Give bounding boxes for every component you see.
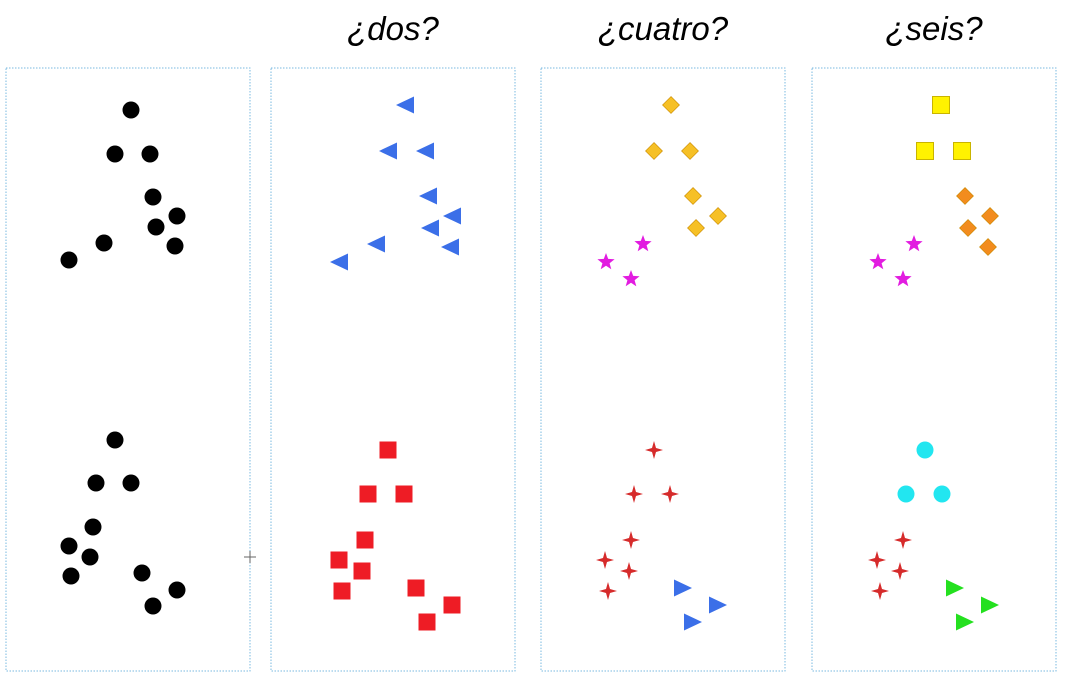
circle-icon: [168, 207, 186, 225]
triangle-left-icon: [441, 238, 459, 256]
circle-icon: [62, 567, 80, 585]
diamond-icon: [662, 96, 680, 114]
circle-icon: [95, 234, 113, 252]
square-icon: [395, 485, 413, 503]
triangle-left-icon: [367, 235, 385, 253]
triangle-right-icon: [956, 613, 974, 631]
circle-icon: [87, 474, 105, 492]
square-icon: [443, 596, 461, 614]
square-icon: [418, 613, 436, 631]
diamond-icon: [684, 187, 702, 205]
triangle-left-icon: [396, 96, 414, 114]
diamond-icon: [687, 219, 705, 237]
square-icon: [330, 551, 348, 569]
triangle-right-icon: [674, 579, 692, 597]
triangle-right-icon: [709, 596, 727, 614]
circle-icon: [141, 145, 159, 163]
circle-icon: [81, 548, 99, 566]
star-icon: [905, 235, 923, 252]
square-icon: [379, 441, 397, 459]
four-point-star-icon: [599, 582, 617, 600]
star-icon: [894, 270, 912, 287]
square-icon: [353, 562, 371, 580]
square-icon: [932, 96, 950, 114]
triangle-left-icon: [379, 142, 397, 160]
triangle-left-icon: [416, 142, 434, 160]
square-icon: [359, 485, 377, 503]
four-point-star-icon: [625, 485, 643, 503]
four-point-star-icon: [661, 485, 679, 503]
circle-icon: [147, 218, 165, 236]
diamond-icon: [645, 142, 663, 160]
circle-icon: [60, 251, 78, 269]
four-point-star-icon: [645, 441, 663, 459]
square-icon: [333, 582, 351, 600]
circle-icon: [166, 237, 184, 255]
circle-icon: [106, 145, 124, 163]
circle-icon: [168, 581, 186, 599]
star-icon: [597, 253, 615, 270]
circle-icon: [933, 485, 951, 503]
square-icon: [916, 142, 934, 160]
square-icon: [407, 579, 425, 597]
diamond-icon: [709, 207, 727, 225]
four-point-star-icon: [622, 531, 640, 549]
triangle-left-icon: [419, 187, 437, 205]
circle-icon: [144, 188, 162, 206]
crosshair-cursor: [244, 551, 256, 563]
four-point-star-icon: [868, 551, 886, 569]
star-icon: [634, 235, 652, 252]
circle-icon: [897, 485, 915, 503]
triangle-left-icon: [443, 207, 461, 225]
circle-icon: [106, 431, 124, 449]
panel-ungrouped: [5, 67, 251, 672]
four-point-star-icon: [894, 531, 912, 549]
circle-icon: [60, 537, 78, 555]
circle-icon: [144, 597, 162, 615]
diamond-icon: [959, 219, 977, 237]
circle-icon: [133, 564, 151, 582]
triangle-left-icon: [421, 219, 439, 237]
panel-four: [540, 67, 786, 672]
four-point-star-icon: [871, 582, 889, 600]
four-point-star-icon: [891, 562, 909, 580]
heading-seis: ¿seis?: [885, 10, 983, 47]
triangle-right-icon: [946, 579, 964, 597]
circle-icon: [122, 101, 140, 119]
four-point-star-icon: [596, 551, 614, 569]
triangle-left-icon: [330, 253, 348, 271]
diamond-icon: [979, 238, 997, 256]
triangle-right-icon: [684, 613, 702, 631]
heading-dos: ¿dos?: [347, 10, 439, 47]
star-icon: [869, 253, 887, 270]
square-icon: [356, 531, 374, 549]
diamond-icon: [956, 187, 974, 205]
square-icon: [953, 142, 971, 160]
circle-icon: [916, 441, 934, 459]
panel-two: [270, 67, 516, 672]
heading-cuatro: ¿cuatro?: [597, 10, 729, 47]
triangle-right-icon: [981, 596, 999, 614]
star-icon: [622, 270, 640, 287]
panel-six: [811, 67, 1057, 672]
circle-icon: [84, 518, 102, 536]
circle-icon: [122, 474, 140, 492]
diamond-icon: [981, 207, 999, 225]
four-point-star-icon: [620, 562, 638, 580]
diamond-icon: [681, 142, 699, 160]
